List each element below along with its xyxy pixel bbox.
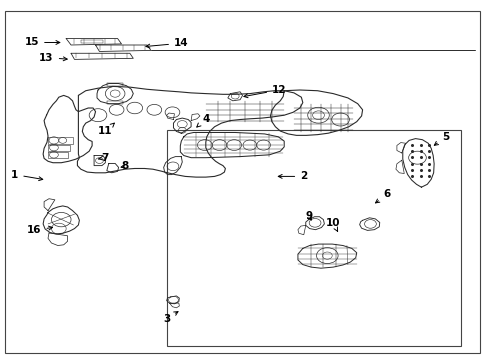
Text: 2: 2 [278,171,307,181]
Text: 16: 16 [27,225,52,235]
Text: 5: 5 [434,132,449,145]
Text: 15: 15 [24,37,60,48]
Text: 7: 7 [98,153,109,163]
Text: 3: 3 [163,312,178,324]
Text: 14: 14 [146,38,189,48]
Text: 6: 6 [375,189,391,203]
Text: 10: 10 [326,218,341,231]
Text: 1: 1 [11,170,43,181]
Text: 8: 8 [121,161,128,171]
Text: 4: 4 [197,114,210,127]
Text: 11: 11 [98,123,114,136]
Text: 12: 12 [244,85,287,98]
Text: 9: 9 [305,211,312,221]
Bar [167,130,461,346]
Text: 13: 13 [39,53,67,63]
